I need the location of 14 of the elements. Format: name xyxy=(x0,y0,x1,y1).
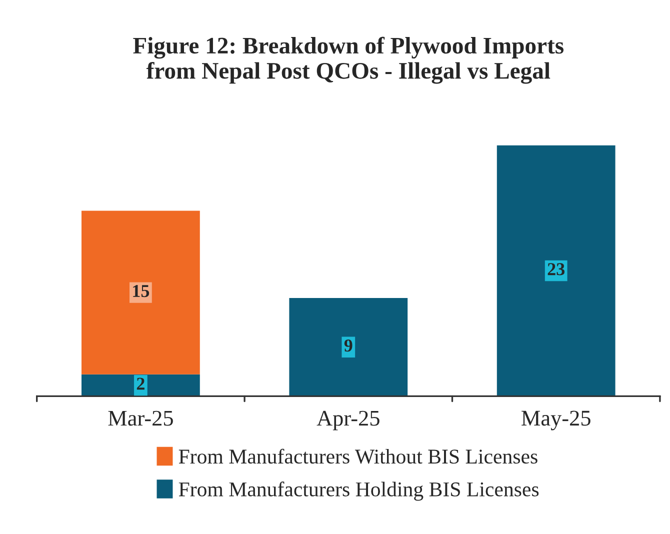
x-tick-label: May-25 xyxy=(522,410,590,430)
data-label: 2 xyxy=(136,378,144,390)
data-label: 23 xyxy=(548,263,565,276)
data-label: 9 xyxy=(344,340,352,352)
legend-label: From Manufacturers Holding BIS Licenses xyxy=(178,482,539,501)
x-tick-label: Apr-25 xyxy=(316,410,380,430)
x-tick-label: Mar-25 xyxy=(108,410,173,426)
chart-title: Figure 12: Breakdown of Plywood Imports from Nepal Post QCOs - Illegal vs Legal xyxy=(133,36,564,84)
data-label: 15 xyxy=(133,284,150,298)
bar xyxy=(289,298,408,396)
bar xyxy=(496,145,616,396)
legend-label: From Manufacturers Without BIS Licenses xyxy=(178,448,538,464)
bar xyxy=(82,210,200,374)
bar xyxy=(82,374,200,396)
